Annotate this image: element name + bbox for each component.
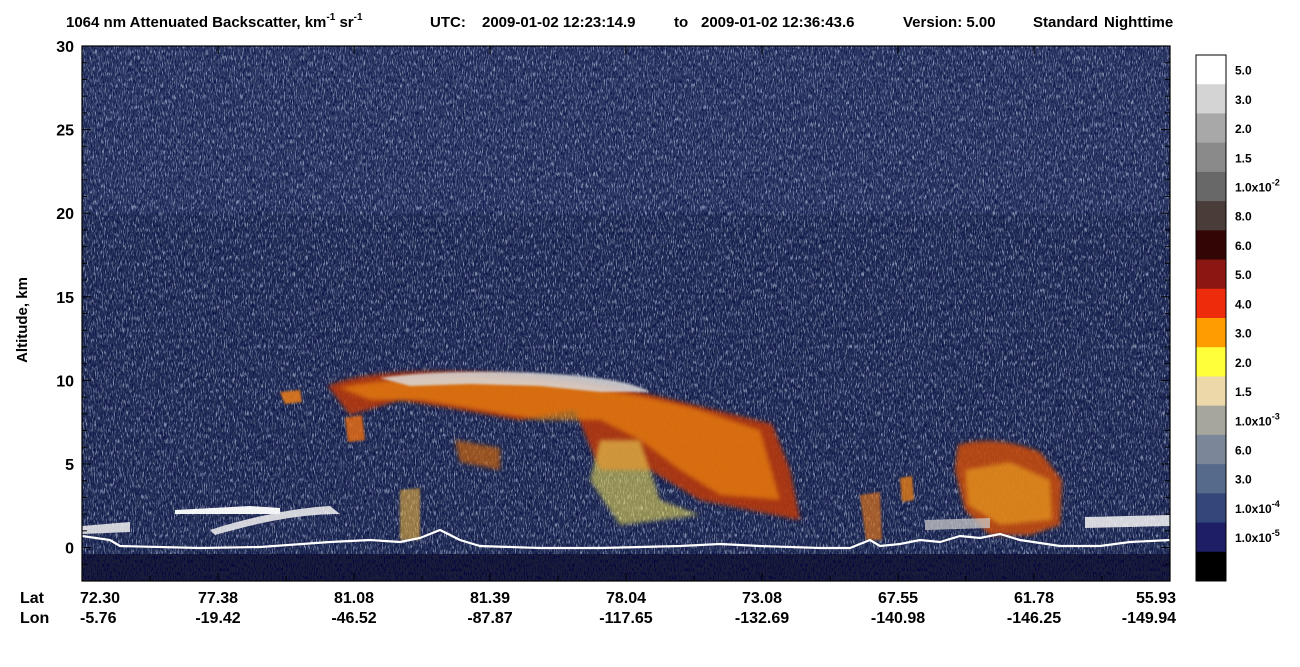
colorbar-label: 1.0x10-2 (1235, 178, 1280, 195)
colorbar-swatch (1196, 113, 1226, 144)
colorbar-label: 8.0 (1235, 210, 1252, 224)
x-tick-lat: 81.08 (334, 590, 374, 607)
colorbar-label: 1.5 (1235, 151, 1252, 165)
y-axis-ticks: 0 5 10 15 20 25 30 (56, 39, 1170, 582)
y-tick-label: 10 (56, 373, 74, 390)
cloud-far-right-patch (900, 476, 914, 502)
colorbar-label: 3.0 (1235, 327, 1252, 341)
colorbar-label: 1.0x10-3 (1235, 411, 1280, 428)
colorbar-label: 1.0x10-4 (1235, 499, 1280, 516)
x-tick-lon: -149.94 (1122, 610, 1176, 627)
x-tick-lon: -19.42 (195, 610, 240, 627)
colorbar-swatch (1196, 434, 1226, 465)
cloud-upper-left-patch (280, 390, 302, 404)
low-layer-left-white (175, 506, 280, 514)
colorbar-label: 3.0 (1235, 473, 1252, 487)
low-layer-arc (210, 506, 340, 535)
y-tick-label: 25 (56, 123, 74, 140)
colorbar-swatch (1196, 142, 1226, 173)
x-tick-lat: 73.08 (742, 590, 782, 607)
colorbar-swatch (1196, 493, 1226, 524)
colorbar-swatch (1196, 259, 1226, 290)
title-utc-label: UTC: (430, 14, 466, 31)
y-axis-label: Altitude, km (14, 277, 31, 363)
x-tick-lon: -117.65 (599, 610, 652, 627)
x-tick-lon: -87.87 (467, 610, 512, 627)
title-product: Standard (1033, 14, 1098, 31)
colorbar-swatch (1196, 230, 1226, 261)
colorbar: 5.0 3.0 2.0 1.5 1.0x10-2 8.0 6.0 5.0 4.0 3.0 2.0 1.… (1196, 55, 1280, 582)
colorbar-swatch (1196, 376, 1226, 407)
colorbar-swatch (1196, 171, 1226, 202)
cloud-main-top-gray (380, 371, 650, 392)
cloud-main-yellow-edge (590, 440, 700, 525)
title-to-word: to (674, 14, 688, 31)
colorbar-swatch (1196, 551, 1226, 582)
colorbar-label: 2.0 (1235, 356, 1252, 370)
x-row-label-lon: Lon (20, 610, 49, 627)
x-tick-lon: -46.52 (331, 610, 376, 627)
low-layer-far-right (1085, 515, 1170, 528)
low-layer-right-gray (925, 518, 990, 530)
cloud-mid-patch (345, 415, 365, 442)
colorbar-swatch (1196, 288, 1226, 319)
cloud-middle-lower (455, 440, 500, 470)
y-tick-label: 30 (56, 39, 74, 56)
cloud-low-middle-right (860, 492, 882, 540)
y-tick-label: 15 (56, 290, 74, 307)
x-tick-lat: 61.78 (1014, 590, 1054, 607)
colorbar-swatch (1196, 464, 1226, 494)
colorbar-label: 4.0 (1235, 297, 1252, 311)
title-start-time: 2009-01-02 12:23:14.9 (482, 14, 635, 31)
title-unit-exp2: -1 (354, 12, 363, 23)
colorbar-swatch (1196, 405, 1226, 436)
low-layer-far-left (82, 522, 130, 534)
chart-title: 1064 nm Attenuated Backscatter, km-1 sr-… (66, 12, 363, 31)
x-tick-lat: 81.39 (470, 590, 510, 607)
x-tick-lat: 77.38 (198, 590, 238, 607)
title-unit-mid: sr (335, 14, 354, 31)
low-layer-patch-yellow (400, 488, 420, 540)
cloud-right-yellow (965, 462, 1052, 525)
colorbar-swatch (1196, 318, 1226, 348)
colorbar-swatch (1196, 84, 1226, 114)
x-tick-lon: -146.25 (1007, 610, 1061, 627)
x-tick-lat: 72.30 (80, 590, 120, 607)
colorbar-label: 3.0 (1235, 93, 1252, 107)
title-quantity: 1064 nm Attenuated Backscatter, km (66, 14, 326, 31)
colorbar-swatch (1196, 201, 1226, 231)
title-mode: Nighttime (1104, 14, 1173, 31)
backscatter-curtain (82, 46, 1170, 581)
surface-return (82, 528, 1170, 550)
x-tick-lon: -140.98 (871, 610, 925, 627)
colorbar-label: 6.0 (1235, 444, 1252, 458)
colorbar-label: 2.0 (1235, 122, 1252, 136)
y-tick-label: 20 (56, 206, 74, 223)
y-tick-label: 5 (65, 457, 74, 474)
y-tick-label: 0 (65, 541, 74, 558)
colorbar-frame (1195, 54, 1227, 582)
x-row-label-lat: Lat (20, 590, 45, 607)
colorbar-label: 1.0x10-5 (1235, 528, 1280, 545)
title-version: Version: 5.00 (903, 14, 996, 31)
colorbar-swatch (1196, 347, 1226, 377)
title-unit-exp1: -1 (326, 12, 335, 23)
cloud-main-orange (340, 378, 780, 500)
colorbar-label: 6.0 (1235, 239, 1252, 253)
x-tick-lat: 78.04 (606, 590, 646, 607)
title-end-time: 2009-01-02 12:36:43.6 (701, 14, 854, 31)
colorbar-label: 1.5 (1235, 385, 1252, 399)
colorbar-swatch (1196, 55, 1226, 85)
x-tick-lat: 55.93 (1136, 590, 1176, 607)
colorbar-label: 5.0 (1235, 268, 1252, 282)
x-tick-lon: -132.69 (735, 610, 789, 627)
colorbar-swatch (1196, 522, 1226, 553)
x-tick-lon: -5.76 (80, 610, 117, 627)
x-axis-ticks: 72.30 -5.76 77.38 -19.42 81.08 -46.52 81.39 -87… (80, 46, 1176, 627)
x-tick-lat: 67.55 (878, 590, 918, 607)
colorbar-label: 5.0 (1235, 64, 1252, 78)
